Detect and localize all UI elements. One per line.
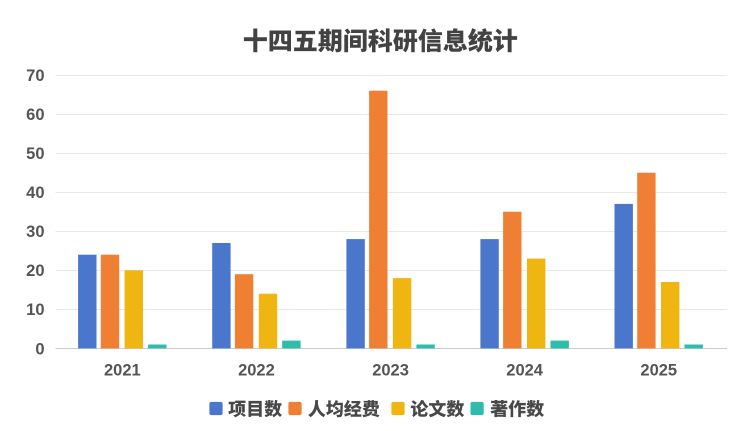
svg-text:2022: 2022 — [238, 361, 275, 379]
svg-text:2023: 2023 — [372, 361, 409, 379]
svg-text:0: 0 — [35, 340, 44, 358]
svg-text:40: 40 — [26, 184, 44, 202]
svg-text:30: 30 — [26, 223, 44, 241]
svg-text:60: 60 — [26, 106, 44, 124]
svg-text:2024: 2024 — [506, 361, 544, 379]
svg-text:2025: 2025 — [640, 361, 677, 379]
svg-text:20: 20 — [26, 262, 44, 280]
svg-text:2021: 2021 — [104, 361, 141, 379]
svg-text:70: 70 — [26, 67, 44, 85]
svg-text:10: 10 — [26, 301, 44, 319]
svg-text:50: 50 — [26, 145, 44, 163]
